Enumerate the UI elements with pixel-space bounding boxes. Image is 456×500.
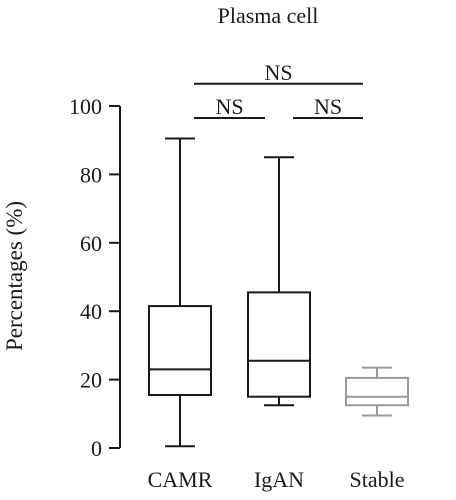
y-tick-label: 0: [91, 436, 102, 461]
y-axis-label: Percentages (%): [2, 201, 27, 351]
chart-title: Plasma cell: [218, 3, 319, 28]
significance-brackets: NS NS NS: [194, 60, 363, 119]
comparison-2: NS: [293, 94, 363, 119]
iqr-box: [148, 305, 212, 396]
iqr-box: [247, 291, 311, 398]
x-tick-label-camr: CAMR: [148, 467, 213, 492]
comparison-label: NS: [215, 94, 243, 119]
x-axis-ticks: CAMR IgAN Stable: [148, 467, 405, 492]
comparison-label: NS: [314, 94, 342, 119]
y-tick-label: 100: [69, 94, 102, 119]
box-stable: [345, 366, 409, 417]
y-tick-label: 20: [80, 368, 102, 393]
iqr-box: [345, 376, 409, 407]
y-tick-label: 80: [80, 162, 102, 187]
box-igan: [247, 156, 311, 407]
y-axis-ticks: 0 20 40 60 80 100: [69, 94, 120, 461]
x-tick-label-igan: IgAN: [254, 467, 304, 492]
comparison-label: NS: [264, 60, 292, 85]
x-tick-label-stable: Stable: [350, 467, 405, 492]
boxes: [148, 137, 409, 448]
comparison-0: NS: [194, 94, 265, 119]
y-tick-label: 60: [80, 231, 102, 256]
y-tick-label: 40: [80, 299, 102, 324]
box-camr: [148, 137, 212, 448]
comparison-1: NS: [194, 60, 363, 85]
